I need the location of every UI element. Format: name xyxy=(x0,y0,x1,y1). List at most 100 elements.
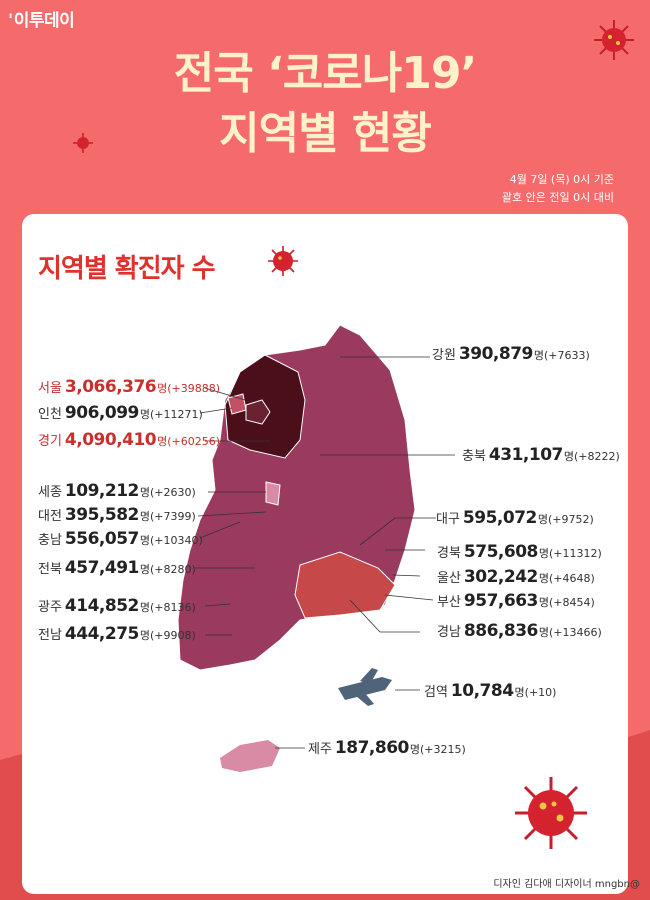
region-unit: 명 xyxy=(538,626,549,639)
region-unit: 명 xyxy=(538,572,549,585)
region-change: (+10) xyxy=(524,686,557,699)
region-unit: 명 xyxy=(533,349,544,362)
region-name: 경기 xyxy=(38,434,62,449)
region-count: 575,608 xyxy=(463,542,538,562)
region-change: (+11312) xyxy=(548,547,602,560)
map-seoul xyxy=(245,399,271,425)
map-gyeongnam xyxy=(294,551,396,619)
region-count: 302,242 xyxy=(463,567,538,587)
virus-icon xyxy=(266,244,300,282)
region-label: 울산 302,242 명 (+4648) xyxy=(437,567,595,587)
region-count: 3,066,376 xyxy=(64,377,157,397)
region-unit: 명 xyxy=(157,382,168,395)
region-name: 부산 xyxy=(437,595,461,610)
region-unit: 명 xyxy=(563,450,574,463)
region-unit: 명 xyxy=(409,743,420,756)
region-unit: 명 xyxy=(514,686,525,699)
region-name: 강원 xyxy=(432,348,456,363)
date-basis-line2: 괄호 안은 전일 0시 대비 xyxy=(501,191,614,204)
region-count: 395,582 xyxy=(64,505,139,525)
virus-icon xyxy=(512,774,590,856)
region-label: 전남 444,275 명 (+9908) xyxy=(38,624,196,644)
region-count: 187,860 xyxy=(334,738,409,758)
region-change: (+10340) xyxy=(149,534,203,547)
region-count: 457,491 xyxy=(64,558,139,578)
region-count: 109,212 xyxy=(64,481,139,501)
region-change: (+7399) xyxy=(149,510,196,523)
region-change: (+8454) xyxy=(548,596,595,609)
page-title-line1: 전국 ‘코로나19’ xyxy=(173,48,477,99)
region-unit: 명 xyxy=(139,510,150,523)
region-name: 인천 xyxy=(38,407,62,422)
region-count: 10,784 xyxy=(450,681,514,701)
region-name: 광주 xyxy=(38,600,62,615)
region-label: 광주 414,852 명 (+8136) xyxy=(38,596,196,616)
region-unit: 명 xyxy=(538,547,549,560)
region-unit: 명 xyxy=(139,563,150,576)
region-change: (+8136) xyxy=(149,601,196,614)
region-label: 강원 390,879 명 (+7633) xyxy=(432,344,590,364)
region-name: 제주 xyxy=(308,742,332,757)
region-label: 전북 457,491 명 (+8280) xyxy=(38,558,196,578)
region-count: 390,879 xyxy=(458,344,533,364)
region-count: 886,836 xyxy=(463,621,538,641)
region-unit: 명 xyxy=(139,629,150,642)
region-change: (+9908) xyxy=(149,629,196,642)
region-name: 충남 xyxy=(38,533,62,548)
region-label: 대구 595,072 명 (+9752) xyxy=(436,508,594,528)
region-label: 세종 109,212 명 (+2630) xyxy=(38,481,196,501)
region-name: 서울 xyxy=(38,381,62,396)
region-unit: 명 xyxy=(538,596,549,609)
region-label: 제주 187,860 명 (+3215) xyxy=(308,738,466,758)
region-label: 부산 957,663 명 (+8454) xyxy=(437,591,595,611)
virus-icon xyxy=(72,132,94,158)
region-label: 경기 4,090,410 명 (+60256) xyxy=(38,430,220,450)
region-label: 충북 431,107 명 (+8222) xyxy=(462,445,620,465)
region-name: 경남 xyxy=(437,625,461,640)
region-label: 검역 10,784 명 (+10) xyxy=(424,681,556,701)
map-jeju xyxy=(220,740,280,772)
brand-logo: 이투데이 xyxy=(8,6,75,31)
date-basis: 4월 7일 (목) 0시 기준 괄호 안은 전일 0시 대비 xyxy=(502,171,614,207)
region-unit: 명 xyxy=(139,408,150,421)
virus-icon xyxy=(592,18,636,66)
region-name: 전남 xyxy=(38,628,62,643)
region-count: 431,107 xyxy=(488,445,563,465)
region-change: (+9752) xyxy=(547,513,594,526)
region-unit: 명 xyxy=(537,513,548,526)
region-label: 경남 886,836 명 (+13466) xyxy=(437,621,602,641)
region-unit: 명 xyxy=(139,486,150,499)
credit-text: 디자인 김다애 디자이너 mngbn@ xyxy=(493,879,640,890)
region-name: 경북 xyxy=(437,546,461,561)
region-name: 울산 xyxy=(437,571,461,586)
region-change: (+4648) xyxy=(548,572,595,585)
region-change: (+60256) xyxy=(167,435,221,448)
section-title: 지역별 확진자 수 xyxy=(38,254,216,284)
region-count: 4,090,410 xyxy=(64,430,157,450)
region-count: 906,099 xyxy=(64,403,139,423)
region-count: 595,072 xyxy=(462,508,537,528)
region-change: (+13466) xyxy=(548,626,602,639)
region-name: 대구 xyxy=(436,512,460,527)
region-name: 검역 xyxy=(424,685,448,700)
region-change: (+2630) xyxy=(149,486,196,499)
region-change: (+8280) xyxy=(149,563,196,576)
date-basis-line1: 4월 7일 (목) 0시 기준 xyxy=(509,173,614,186)
map-sejong xyxy=(265,481,281,506)
region-label: 인천 906,099 명 (+11271) xyxy=(38,403,203,423)
region-name: 세종 xyxy=(38,485,62,500)
region-label: 서울 3,066,376 명 (+39888) xyxy=(38,377,220,397)
region-change: (+3215) xyxy=(419,743,466,756)
region-label: 대전 395,582 명 (+7399) xyxy=(38,505,196,525)
region-count: 957,663 xyxy=(463,591,538,611)
region-unit: 명 xyxy=(139,534,150,547)
region-change: (+39888) xyxy=(167,382,221,395)
region-name: 전북 xyxy=(38,562,62,577)
region-name: 대전 xyxy=(38,509,62,524)
region-label: 충남 556,057 명 (+10340) xyxy=(38,529,203,549)
page-title-line2: 지역별 현황 xyxy=(219,108,432,159)
region-count: 556,057 xyxy=(64,529,139,549)
region-change: (+7633) xyxy=(543,349,590,362)
region-change: (+8222) xyxy=(573,450,620,463)
